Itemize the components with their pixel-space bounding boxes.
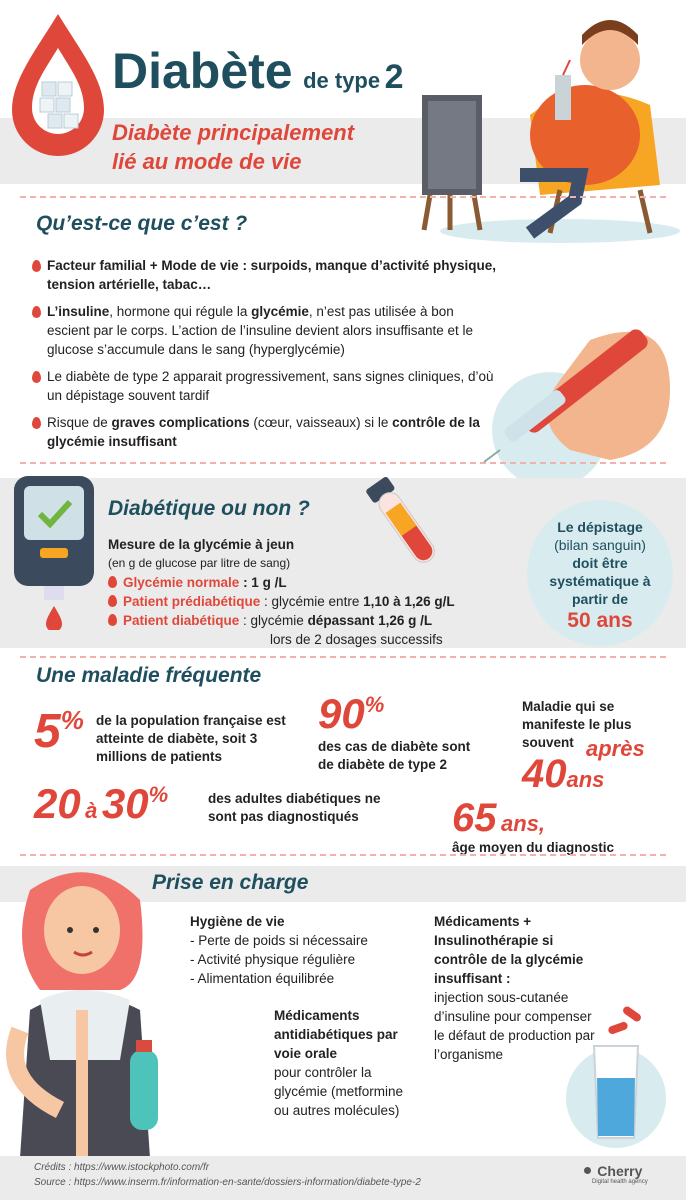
woman-with-bottle-illustration xyxy=(6,872,158,1158)
section-heading-diagnosis: Diabétique ou non ? xyxy=(108,497,310,520)
water-glass-pills-illustration xyxy=(566,1006,666,1148)
drop-icon xyxy=(32,260,41,272)
hygiene-block: Hygiène de vie - Perte de poids si néces… xyxy=(190,912,400,988)
list-item: - Activité physique régulière xyxy=(190,952,356,967)
drop-icon xyxy=(32,371,41,383)
cherry-icon xyxy=(584,1167,591,1174)
stat-65-text: âge moyen du diagnostic xyxy=(452,840,615,855)
oral-meds-block: Médicaments antidiabétiques par voie ora… xyxy=(274,1008,404,1118)
screening-circle: Le dépistage (bilan sanguin) doit être s… xyxy=(527,500,673,646)
section-heading-care: Prise en charge xyxy=(152,871,309,894)
stat-20-30pct-text: des adultes diabétiques ne sont pas diag… xyxy=(208,791,381,824)
drop-icon xyxy=(108,595,117,607)
insulin-pen-hand-illustration xyxy=(483,329,670,488)
list-item: - Alimentation équilibrée xyxy=(190,971,335,986)
stat-40-text: Maladie qui se manifeste le plus souvent xyxy=(522,699,632,750)
title-main: Diabète xyxy=(112,43,293,99)
divider xyxy=(20,656,666,658)
stat-90pct: 90% xyxy=(318,690,385,737)
list-item: L’insuline, hormone qui régule la glycém… xyxy=(32,302,500,359)
stat-5pct-text: de la population française est atteinte … xyxy=(96,713,286,764)
glucometer-icon xyxy=(14,476,94,630)
list-item: Patient prédiabétique : glycémie entre 1… xyxy=(108,592,528,611)
title-small: de type xyxy=(303,68,381,93)
title-num: 2 xyxy=(384,58,404,96)
list-item: Le diabète de type 2 apparait progressiv… xyxy=(32,367,500,405)
list-item: Patient diabétique : glycémie dépassant … xyxy=(108,611,528,630)
what-bullet-list: Facteur familial + Mode de vie : surpoid… xyxy=(32,256,500,459)
section-heading-what: Qu’est-ce que c’est ? xyxy=(36,212,248,235)
drop-icon xyxy=(32,417,41,429)
divider xyxy=(20,196,666,198)
drop-icon xyxy=(108,614,117,626)
section-heading-frequent: Une maladie fréquente xyxy=(36,664,262,687)
footer-band xyxy=(0,1156,686,1200)
insulin-therapy-block: Médicaments + Insulinothérapie si contrô… xyxy=(434,914,595,1062)
stat-40-apres: après xyxy=(586,736,645,761)
subtitle: Diabète principalement lié au mode de vi… xyxy=(112,120,355,174)
footer-source: Source : https://www.inserm.fr/informati… xyxy=(34,1177,421,1188)
divider xyxy=(20,462,666,464)
measure-block: Mesure de la glycémie à jeun (en g de gl… xyxy=(108,535,528,649)
page-title: Diabète de type 2 xyxy=(112,42,403,100)
drop-icon xyxy=(108,576,117,588)
blood-drop-sugar-icon xyxy=(12,14,104,156)
brand-logo: Cherry Digital health agency xyxy=(584,1163,648,1185)
list-item: Glycémie normale : 1 g /L xyxy=(108,573,528,592)
stat-40: 40ans xyxy=(522,752,605,796)
stat-5pct: 5% xyxy=(34,705,84,758)
list-item: - Perte de poids si nécessaire xyxy=(190,933,368,948)
blood-tube-icon xyxy=(366,476,435,563)
divider xyxy=(20,854,666,856)
stat-65: 65 ans, xyxy=(452,796,545,840)
list-item: Risque de graves complications (cœur, va… xyxy=(32,413,500,451)
drop-icon xyxy=(32,306,41,318)
stat-20-30pct: 20 à 30% xyxy=(34,780,169,827)
list-item: Facteur familial + Mode de vie : surpoid… xyxy=(32,256,500,294)
footer-credits: Crédits : https://www.istockphoto.com/fr xyxy=(34,1162,210,1173)
man-on-chair-illustration xyxy=(421,20,680,243)
stat-90pct-text: des cas de diabète sont de diabète de ty… xyxy=(318,739,471,772)
